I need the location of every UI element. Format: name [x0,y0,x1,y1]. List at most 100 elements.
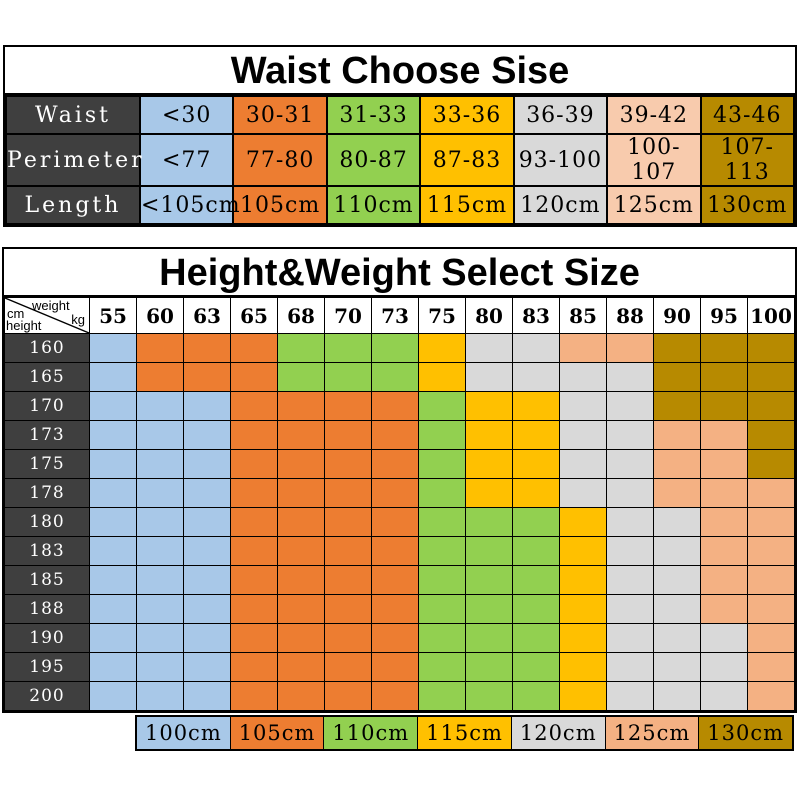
height-header-cell: 188 [4,594,90,624]
size-grid-cell [324,507,372,537]
size-grid-cell [700,478,748,508]
waist-value-cell: <30 [138,95,235,135]
size-grid-cell [747,507,795,537]
waist-value-cell: 36-39 [512,95,609,135]
height-header-cell: 185 [4,565,90,595]
size-grid-cell [183,449,231,479]
hw-table-row: 160 [4,333,795,363]
size-grid-cell [89,623,137,653]
size-grid-cell [700,536,748,566]
size-grid-cell [136,420,184,450]
hw-table-row: 188 [4,594,795,624]
waist-value-cell: 110cm [325,185,422,225]
size-grid-cell [324,565,372,595]
waist-value-cell: 39-42 [606,95,702,135]
size-grid-cell [277,391,325,421]
size-grid-cell [230,478,278,508]
size-grid-cell [324,478,372,508]
size-grid-cell [277,449,325,479]
size-grid-cell [418,565,466,595]
size-grid-cell [653,536,701,566]
size-grid-cell [418,362,466,392]
size-grid-cell [89,565,137,595]
legend-item: 130cm [698,717,793,749]
size-grid-cell [606,536,654,566]
size-grid-cell [136,333,184,363]
size-grid-cell [324,362,372,392]
size-grid-cell [559,623,607,653]
size-grid-cell [465,565,513,595]
size-grid-cell [747,362,795,392]
size-grid-cell [512,507,560,537]
size-grid-cell [606,333,654,363]
size-grid-cell [512,362,560,392]
size-grid-cell [136,594,184,624]
size-grid-cell [653,623,701,653]
waist-row-label: Perimeter [5,133,142,187]
size-grid-cell [89,478,137,508]
hw-table-row: 185 [4,565,795,595]
size-grid-cell [183,507,231,537]
waist-value-cell: 130cm [699,185,796,225]
size-grid-cell [653,478,701,508]
legend-item: 115cm [417,717,511,749]
size-grid-cell [653,594,701,624]
size-grid-cell [653,449,701,479]
size-grid-cell [183,681,231,711]
weight-header-cell: 75 [418,297,466,334]
size-grid-cell [230,652,278,682]
size-grid-cell [418,478,466,508]
size-grid-cell [559,420,607,450]
size-grid-cell [606,681,654,711]
hw-table-row: 175 [4,449,795,479]
size-grid-cell [230,623,278,653]
size-grid-cell [747,449,795,479]
size-grid-cell [89,420,137,450]
size-grid-cell [700,449,748,479]
waist-value-cell: 43-46 [699,95,796,135]
size-grid-cell [465,623,513,653]
size-grid-cell [559,536,607,566]
size-grid-cell [512,681,560,711]
size-grid-cell [183,391,231,421]
size-grid-cell [324,681,372,711]
waist-table-grid: Waist <30 30-31 31-33 33-36 36-39 39-42 43-46 Pe… [5,95,796,225]
size-grid-cell [418,594,466,624]
size-grid-cell [136,681,184,711]
weight-header-cell: 80 [465,297,513,334]
height-header-cell: 180 [4,507,90,537]
size-grid-cell [606,420,654,450]
size-grid-cell [89,362,137,392]
size-grid-cell [136,623,184,653]
weight-header-cell: 90 [653,297,701,334]
size-grid-cell [183,652,231,682]
hw-table-row: 180 [4,507,795,537]
size-grid-cell [512,536,560,566]
size-grid-cell [183,420,231,450]
size-grid-cell [418,536,466,566]
size-grid-cell [559,507,607,537]
size-grid-cell [371,333,419,363]
size-grid-cell [606,449,654,479]
waist-table-title: Waist Choose Sise [5,47,795,95]
size-grid-cell [512,391,560,421]
size-grid-cell [277,594,325,624]
height-header-cell: 175 [4,449,90,479]
waist-table-row: Waist <30 30-31 31-33 33-36 36-39 39-42 43-46 [5,95,796,135]
size-grid-cell [465,420,513,450]
size-grid-cell [324,652,372,682]
size-grid-cell [465,652,513,682]
size-grid-cell [700,594,748,624]
size-grid-cell [700,507,748,537]
size-grid-cell [465,391,513,421]
corner-weight-label: weight [32,298,70,313]
size-grid-cell [700,565,748,595]
size-grid-cell [89,391,137,421]
size-grid-cell [512,652,560,682]
size-grid-cell [324,623,372,653]
weight-header-cell: 73 [371,297,419,334]
weight-header-cell: 63 [183,297,231,334]
size-grid-cell [653,333,701,363]
size-grid-cell [606,594,654,624]
size-grid-cell [418,681,466,711]
